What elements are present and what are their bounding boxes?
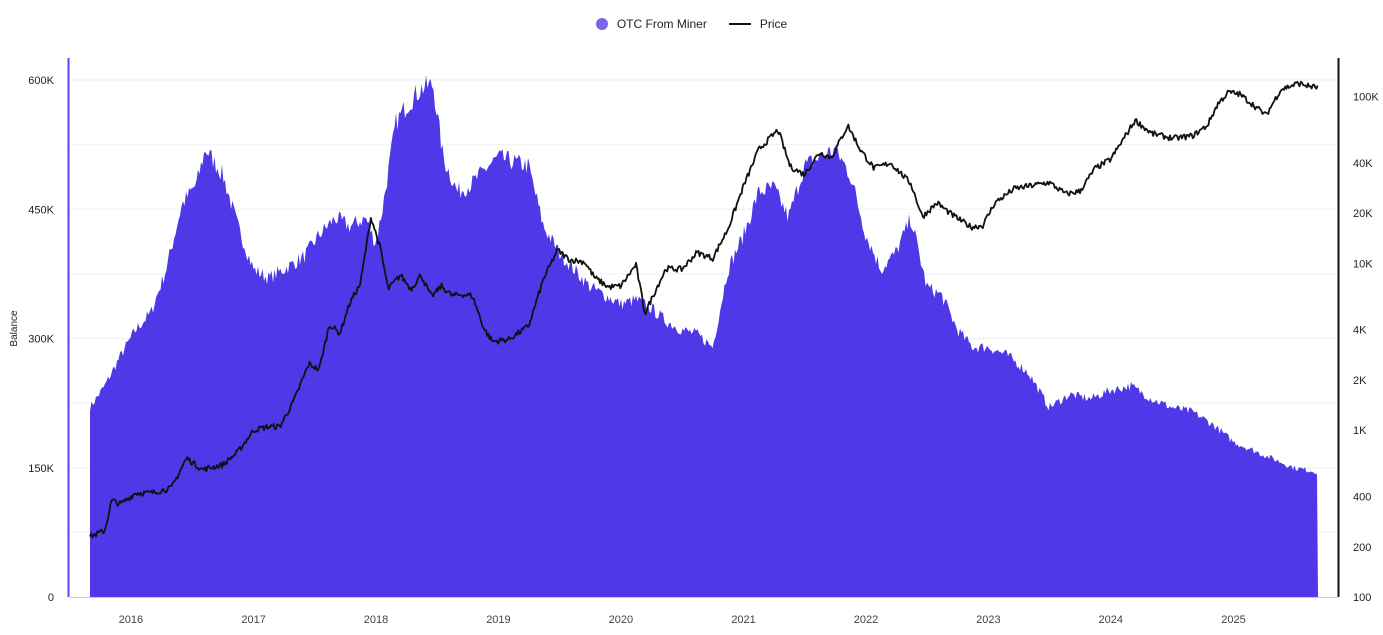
legend-swatch-otc-from-miner <box>595 18 608 30</box>
left-tick-label-0: 0 <box>48 592 54 604</box>
series-line-price <box>89 80 1319 539</box>
left-tick-label-4: 600K <box>28 75 54 87</box>
x-tick-label-5: 2021 <box>731 614 755 626</box>
x-tick-label-9: 2025 <box>1221 614 1245 626</box>
legend-item-otc-from-miner[interactable]: OTC From Miner <box>595 17 707 31</box>
legend-item-price[interactable]: Price <box>728 17 788 31</box>
right-tick-label-3: 1K <box>1353 425 1367 437</box>
right-tick-label-8: 40K <box>1353 158 1373 170</box>
chart-legend: OTC From Miner Price <box>0 17 1383 31</box>
right-tick-label-5: 4K <box>1353 325 1367 337</box>
legend-label-price: Price <box>759 17 788 31</box>
legend-swatch-price <box>728 23 751 25</box>
series-area-otc-from-miner <box>90 75 1318 597</box>
right-tick-label-4: 2K <box>1353 375 1367 387</box>
right-tick-label-2: 400 <box>1353 492 1371 504</box>
x-tick-label-1: 2017 <box>241 614 265 626</box>
right-tick-label-9: 100K <box>1353 91 1379 103</box>
x-tick-label-3: 2019 <box>486 614 510 626</box>
right-tick-label-0: 100 <box>1353 592 1371 604</box>
x-tick-label-0: 2016 <box>119 614 143 626</box>
right-tick-label-7: 20K <box>1353 208 1373 220</box>
x-tick-label-4: 2020 <box>609 614 633 626</box>
left-tick-label-2: 300K <box>28 334 54 346</box>
left-tick-label-1: 150K <box>28 463 54 475</box>
x-tick-label-8: 2024 <box>1099 614 1123 626</box>
left-tick-label-3: 450K <box>28 204 54 216</box>
left-axis-title: Balance <box>9 310 20 347</box>
right-tick-label-1: 200 <box>1353 542 1371 554</box>
x-tick-label-2: 2018 <box>364 614 388 626</box>
x-tick-label-7: 2023 <box>976 614 1000 626</box>
right-tick-label-6: 10K <box>1353 258 1373 270</box>
x-tick-label-6: 2022 <box>854 614 878 626</box>
legend-label-otc-from-miner: OTC From Miner <box>616 17 707 31</box>
